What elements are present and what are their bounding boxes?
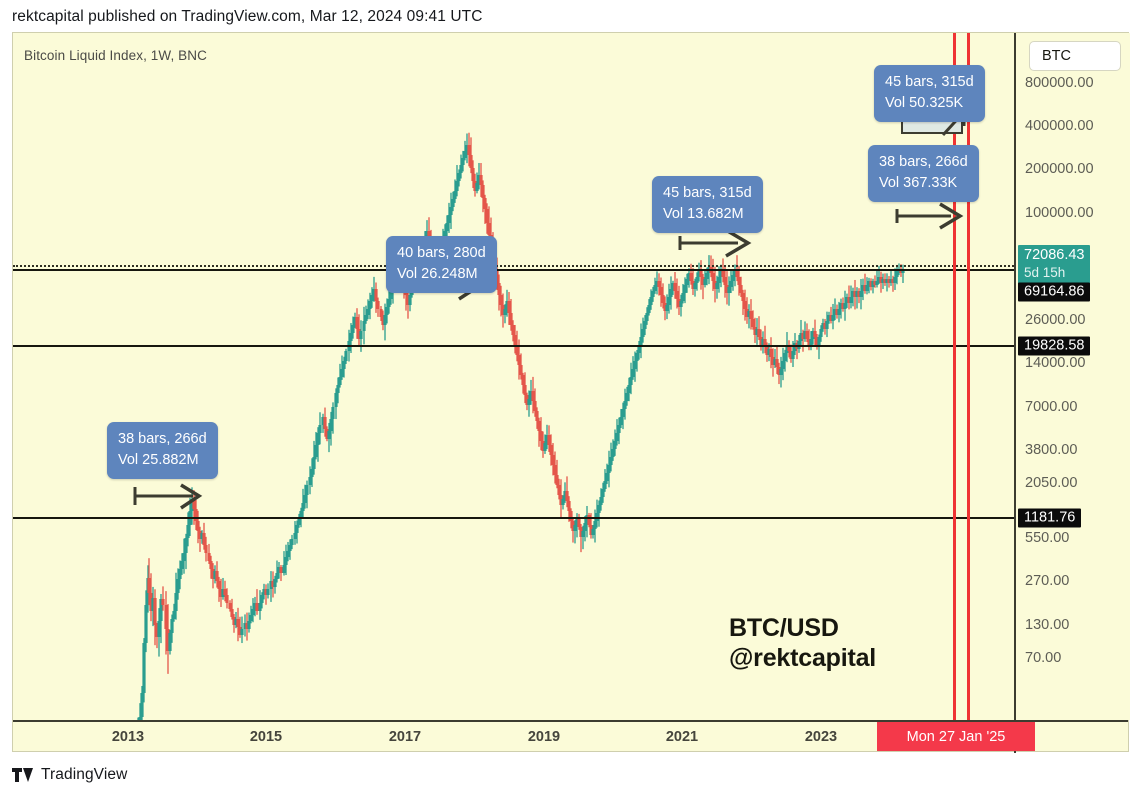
measure-label-1[interactable]: 38 bars, 266d Vol 25.882M <box>107 422 218 479</box>
watermark-handle: @rektcapital <box>729 644 877 672</box>
ticker-badge[interactable]: BTC <box>1029 41 1121 71</box>
date-badge: Mon 27 Jan '25 <box>877 722 1035 751</box>
chart-container: Bitcoin Liquid Index, 1W, BNC BTC/USD @r… <box>12 32 1130 753</box>
time-tick: 2019 <box>527 729 561 745</box>
price-countdown: 5d 15h <box>1024 265 1066 280</box>
measure-bars-2: 40 bars, 280d <box>397 245 486 261</box>
price-highlight-label: 1181.76 <box>1018 508 1082 528</box>
price-tick: 200000.00 <box>1025 161 1094 177</box>
footer: TradingView <box>12 766 127 784</box>
price-tick: 270.00 <box>1025 573 1070 589</box>
price-tick: 26000.00 <box>1025 312 1086 328</box>
price-tick: 400000.00 <box>1025 118 1094 134</box>
measure-vol-2: Vol 26.248M <box>397 266 478 282</box>
price-tick: 7000.00 <box>1025 399 1078 415</box>
price-tick: 130.00 <box>1025 617 1070 633</box>
measure-vol-1: Vol 25.882M <box>118 452 199 468</box>
price-tick: 800000.00 <box>1025 75 1094 91</box>
price-tick: 70.00 <box>1025 650 1062 666</box>
price-tick: 14000.00 <box>1025 355 1086 371</box>
level-line-72086 <box>13 265 1014 267</box>
time-tick: 2017 <box>388 729 422 745</box>
measure-label-2[interactable]: 40 bars, 280d Vol 26.248M <box>386 236 497 293</box>
price-axis[interactable]: BTC 800000.00 400000.00 200000.00 100000.00… <box>1014 33 1130 748</box>
measure-vol-5: Vol 367.33K <box>879 175 958 191</box>
measure-bars-4: 45 bars, 315d <box>885 74 974 90</box>
vertical-marker-1 <box>953 33 956 720</box>
level-line-69164 <box>13 269 1014 271</box>
time-tick: 2015 <box>249 729 283 745</box>
time-tick: 2021 <box>665 729 699 745</box>
published-line: rektcapital published on TradingView.com… <box>12 8 483 25</box>
price-highlight-label: 72086.43 5d 15h <box>1018 245 1091 285</box>
level-line-1181 <box>13 517 1014 519</box>
measure-bars-1: 38 bars, 266d <box>118 431 207 447</box>
tradingview-wordmark: TradingView <box>41 766 128 783</box>
level-line-19828 <box>13 345 1014 347</box>
time-tick: 2013 <box>111 729 145 745</box>
watermark-symbol: BTC/USD <box>729 614 839 642</box>
price-tick: 550.00 <box>1025 530 1070 546</box>
measure-bars-5: 38 bars, 266d <box>879 154 968 170</box>
measure-arrow-3 <box>676 228 762 258</box>
measure-arrow-1 <box>131 483 211 510</box>
watermark: BTC/USD @rektcapital <box>729 613 876 673</box>
time-tick: 2023 <box>804 729 838 745</box>
price-tick: 2050.00 <box>1025 475 1078 491</box>
price-highlight-label: 19828.58 <box>1018 336 1091 356</box>
measure-label-3[interactable]: 45 bars, 315d Vol 13.682M <box>652 176 763 233</box>
measure-label-5[interactable]: 38 bars, 266d Vol 367.33K <box>868 145 979 202</box>
plot-area[interactable]: Bitcoin Liquid Index, 1W, BNC BTC/USD @r… <box>13 33 1014 720</box>
measure-vol-3: Vol 13.682M <box>663 206 744 222</box>
symbol-legend: Bitcoin Liquid Index, 1W, BNC <box>24 48 207 63</box>
price-tick: 100000.00 <box>1025 205 1094 221</box>
measure-label-4[interactable]: 45 bars, 315d Vol 50.325K <box>874 65 985 122</box>
vertical-marker-2 <box>967 33 970 720</box>
measure-bars-3: 45 bars, 315d <box>663 185 752 201</box>
time-axis[interactable]: 2013 2015 2017 2019 2021 2023 Mon 27 Jan '25 <box>13 720 1128 753</box>
price-tick: 3800.00 <box>1025 442 1078 458</box>
price-highlight-label: 69164.86 <box>1018 282 1091 302</box>
tradingview-logo-icon <box>12 768 33 782</box>
measure-arrow-5 <box>893 202 975 230</box>
measure-vol-4: Vol 50.325K <box>885 95 964 111</box>
